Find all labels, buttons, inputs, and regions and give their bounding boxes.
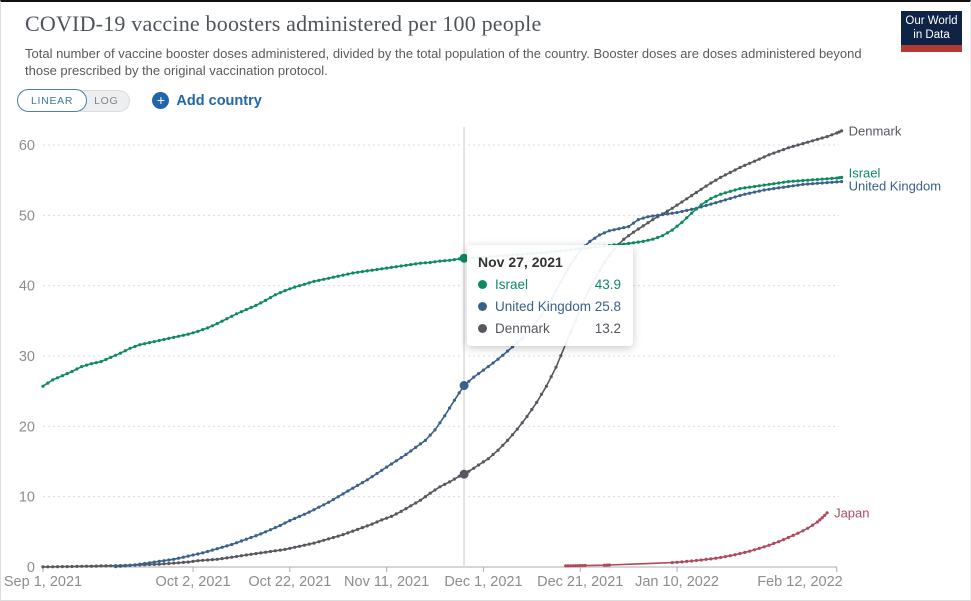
highlight-marker-united-kingdom (459, 381, 469, 391)
line-united-kingdom[interactable] (115, 180, 842, 568)
y-axis-label: 0 (27, 560, 35, 576)
series-dot-icon (478, 324, 487, 333)
dots-japan (564, 511, 829, 568)
tooltip-date: Nov 27, 2021 (478, 254, 563, 270)
add-country-button[interactable]: + Add country (152, 92, 262, 109)
x-axis-label: Dec 21, 2021 (537, 574, 623, 590)
tooltip-series-value: 25.8 (594, 299, 621, 314)
series-end-label-denmark[interactable]: Denmark (849, 123, 902, 138)
tooltip-series-value: 13.2 (594, 321, 621, 336)
y-axis-label: 60 (19, 138, 35, 154)
series-end-label-united-kingdom[interactable]: United Kingdom (849, 178, 942, 193)
linear-scale-button[interactable]: LINEAR (17, 89, 88, 112)
subtitle-line-1: Total number of vaccine booster doses ad… (25, 46, 862, 61)
x-axis-label: Oct 2, 2021 (156, 574, 231, 590)
tooltip-series-name: Denmark (495, 321, 550, 336)
page-title: COVID-19 vaccine boosters administered p… (25, 11, 542, 36)
chart-tooltip: Nov 27, 2021 Israel 43.9 United Kingdom … (467, 245, 633, 346)
y-axis-label: 50 (19, 208, 35, 224)
x-axis-label: Oct 22, 2021 (248, 574, 331, 590)
line-japan[interactable] (565, 512, 828, 567)
add-country-label: Add country (176, 92, 262, 109)
y-axis-label: 10 (19, 490, 35, 506)
logo-line-1: Our World (905, 15, 958, 27)
tooltip-row: United Kingdom 25.8 (478, 299, 621, 314)
log-scale-button[interactable]: LOG (80, 89, 131, 112)
chart-controls: LINEAR LOG + Add country (17, 89, 262, 112)
owid-logo[interactable]: Our World in Data (901, 11, 962, 52)
y-axis-label: 40 (19, 279, 35, 295)
y-axis-label: 20 (19, 419, 35, 435)
dots-denmark (41, 129, 844, 569)
line-denmark[interactable] (42, 130, 842, 568)
subtitle-line-2: those prescribed by the original vaccina… (25, 63, 328, 78)
x-axis-label: Jan 10, 2022 (635, 574, 719, 590)
series-end-label-japan[interactable]: Japan (834, 505, 869, 520)
tooltip-series-name: United Kingdom (495, 299, 592, 314)
tooltip-row: Denmark 13.2 (478, 321, 621, 336)
series-end-label-israel[interactable]: Israel (849, 165, 881, 180)
x-axis-label: Sep 1, 2021 (4, 574, 82, 590)
scale-toggle: LINEAR LOG (17, 89, 131, 112)
x-axis-label: Nov 11, 2021 (344, 574, 429, 590)
tooltip-row: Israel 43.9 (478, 277, 621, 292)
plus-circle-icon: + (152, 92, 170, 109)
dots-united-kingdom (114, 180, 844, 569)
line-israel[interactable] (42, 176, 842, 387)
chart-subtitle: Total number of vaccine booster doses ad… (25, 45, 862, 79)
series-dot-icon (478, 302, 487, 311)
series-dot-icon (478, 280, 487, 289)
highlight-marker-denmark (459, 469, 469, 479)
y-axis-label: 30 (19, 349, 35, 365)
x-axis-label: Dec 1, 2021 (444, 574, 522, 590)
dots-israel (41, 175, 844, 388)
logo-line-2: in Data (913, 29, 950, 41)
tooltip-series-name: Israel (495, 277, 529, 292)
tooltip-series-value: 43.9 (594, 277, 621, 292)
x-axis-label: Feb 12, 2022 (757, 574, 842, 590)
